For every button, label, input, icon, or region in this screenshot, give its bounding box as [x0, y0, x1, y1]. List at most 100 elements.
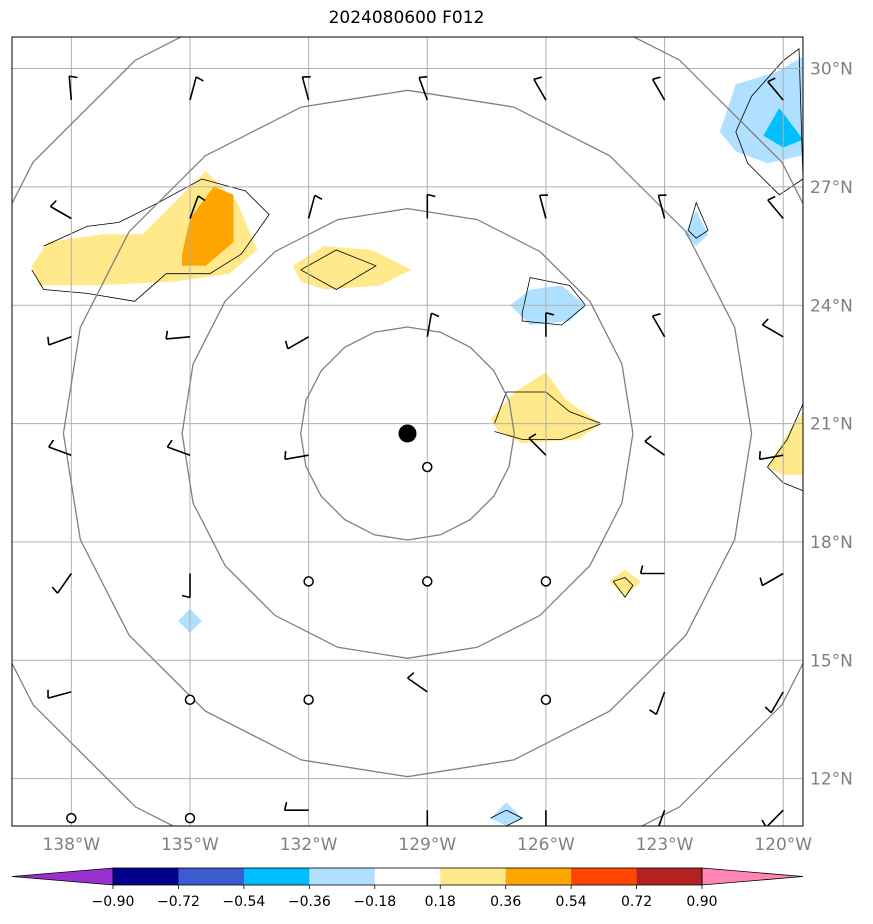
- calm-station-circle: [422, 461, 433, 473]
- barb-flag: [195, 76, 204, 82]
- barb-staff: [658, 809, 666, 826]
- wind-barb: [657, 194, 667, 219]
- barb-staff: [770, 691, 784, 714]
- contour-layer: [31, 48, 803, 826]
- wind-barb: [767, 77, 784, 101]
- colorbar-segment: [374, 868, 441, 885]
- contour-line: [490, 809, 524, 826]
- wind-barb: [47, 689, 72, 699]
- wind-barb: [166, 439, 191, 456]
- wind-barb: [644, 435, 666, 456]
- barb-staff: [418, 77, 429, 101]
- shaded-region: [182, 186, 234, 266]
- wind-barb: [189, 195, 206, 219]
- range-ring: [62, 89, 753, 778]
- barb-flag: [528, 433, 537, 439]
- storm-center-layer: [398, 424, 417, 443]
- colorbar-tick-label: −0.18: [353, 894, 396, 910]
- barb-staff: [307, 195, 316, 219]
- barb-staff: [284, 454, 309, 461]
- shaded-region: [609, 569, 641, 598]
- contour-line: [300, 249, 377, 290]
- colorbar-segment: [636, 868, 703, 885]
- barb-staff: [762, 324, 784, 338]
- calm-station-circle: [303, 576, 314, 587]
- shaded-region: [719, 56, 803, 164]
- barb-flag: [51, 586, 59, 594]
- range-ring: [300, 326, 515, 541]
- barb-flag: [165, 330, 169, 340]
- wind-barb: [51, 573, 72, 594]
- wind-barb: [426, 312, 440, 337]
- colorbar-tick-label: 0.72: [621, 894, 652, 910]
- barb-staff: [426, 313, 433, 337]
- wind-barb: [767, 195, 784, 220]
- wind-barb: [284, 336, 309, 350]
- colorbar-segment: [505, 868, 572, 885]
- barb-staff: [50, 205, 72, 220]
- range-ring: [181, 207, 634, 659]
- wind-barb: [658, 809, 666, 826]
- wind-barb: [545, 810, 547, 826]
- barb-flag: [758, 451, 761, 460]
- colorbar-tick-label: 0.54: [556, 894, 587, 910]
- barb-flag: [49, 199, 57, 208]
- calm-station-circle: [540, 694, 552, 706]
- barb-staff: [533, 78, 547, 101]
- colorbar-tick-label: −0.54: [222, 894, 265, 910]
- colorbar-segment: [178, 868, 245, 885]
- barb-flag: [644, 435, 652, 443]
- wind-barb: [165, 330, 191, 340]
- calm-stations: [66, 461, 552, 824]
- colorbar-tick-label: −0.72: [157, 894, 200, 910]
- colorbar-tick-label: −0.36: [288, 894, 331, 910]
- wind-barb: [639, 565, 665, 575]
- barb-flag: [759, 577, 764, 586]
- longitude-label: 135°W: [161, 835, 219, 855]
- map-frame: [11, 36, 804, 827]
- wind-barb: [651, 76, 666, 101]
- barb-flag: [197, 195, 206, 202]
- contour-line: [494, 391, 603, 440]
- barb-staff: [68, 76, 73, 101]
- wind-barb: [48, 439, 72, 456]
- latitude-label: 30°N: [810, 60, 853, 80]
- wind-barb: [759, 572, 784, 587]
- barb-staff: [657, 195, 666, 219]
- wind-barb: [284, 451, 309, 461]
- barb-staff: [644, 440, 666, 456]
- map-title: 2024080600 F012: [328, 8, 485, 28]
- barb-flag: [166, 439, 173, 448]
- wind-barb: [545, 312, 555, 337]
- barb-staff: [287, 336, 309, 350]
- barb-flag: [533, 76, 543, 81]
- longitude-labels: 138°W 135°W 132°W 129°W 126°W 123°W 120°W: [42, 835, 812, 855]
- barb-flag: [767, 195, 776, 201]
- barb-flag: [284, 340, 289, 350]
- wind-barb: [758, 451, 784, 461]
- calm-station-circle: [540, 576, 552, 587]
- wind-barb: [533, 76, 547, 101]
- barb-staff: [762, 572, 784, 587]
- wind-barb: [528, 433, 547, 456]
- barb-flag: [764, 706, 772, 714]
- colorbar-segment: [309, 868, 375, 885]
- barb-staff: [767, 199, 784, 220]
- barb-staff: [48, 446, 72, 456]
- wind-barb: [68, 75, 78, 101]
- calm-station-circle: [184, 694, 196, 706]
- wind-barb: [47, 336, 72, 346]
- colorbar: −0.90 −0.72 −0.54 −0.36 −0.18 0.18 0.36 0.54 0.7…: [11, 867, 804, 910]
- longitude-label: 120°W: [754, 835, 812, 855]
- shaded-region: [292, 246, 412, 290]
- wind-barb: [651, 313, 666, 338]
- barb-flag: [419, 832, 427, 834]
- barb-flag: [48, 439, 55, 448]
- contour-line: [31, 178, 270, 302]
- barb-flag: [545, 312, 555, 316]
- colorbar-segment: [571, 868, 637, 885]
- longitude-label: 129°W: [398, 835, 456, 855]
- latitude-label: 21°N: [810, 415, 853, 435]
- calm-station-circle: [422, 576, 433, 587]
- contour-line: [687, 201, 709, 239]
